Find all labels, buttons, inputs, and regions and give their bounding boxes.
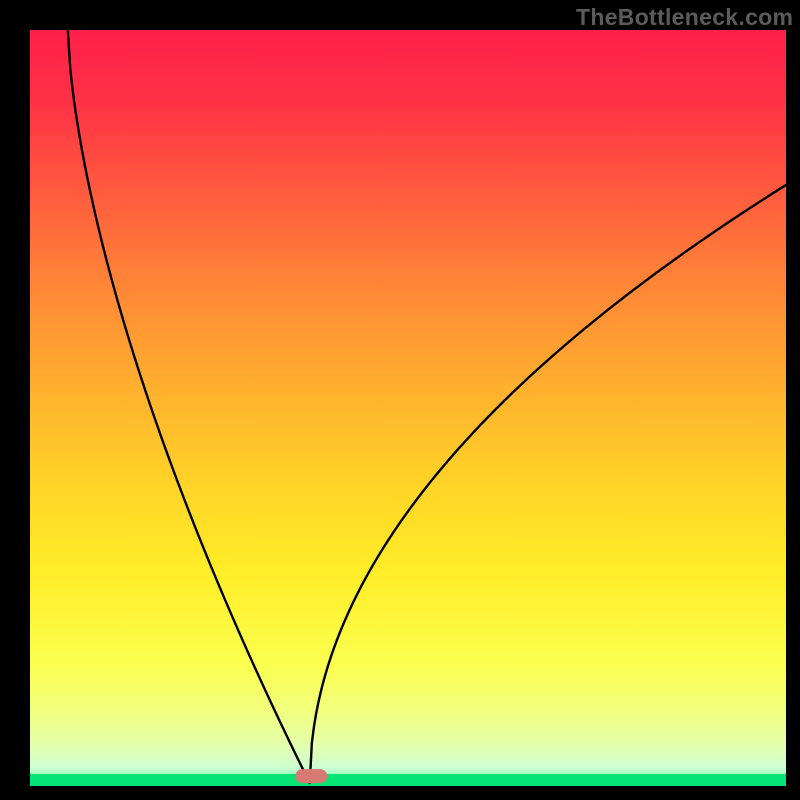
bottleneck-chart: [0, 0, 800, 800]
gradient-background: [30, 30, 786, 786]
optimum-marker: [295, 769, 327, 783]
watermark-text: TheBottleneck.com: [576, 4, 793, 31]
bottom-green-band: [30, 774, 786, 786]
